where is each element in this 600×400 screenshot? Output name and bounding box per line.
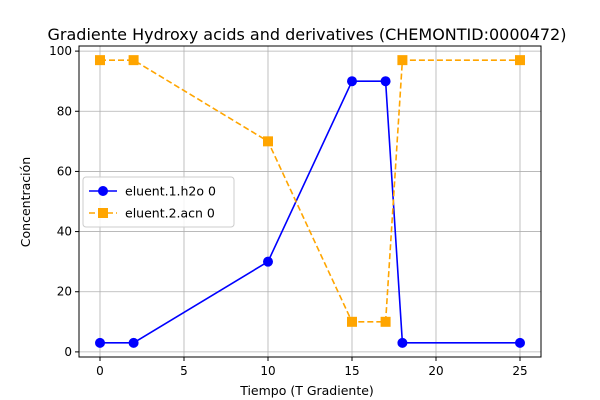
y-tick-label: 80 — [57, 104, 72, 118]
data-point-marker — [263, 136, 273, 147]
legend-swatch-marker — [98, 186, 108, 196]
axis-ticks: 0 5 10 15 20 25 0 20 40 60 80 100 — [49, 44, 528, 378]
data-point-marker — [397, 337, 408, 348]
x-tick-label: 0 — [96, 364, 104, 378]
data-point-marker — [515, 55, 525, 66]
data-point-marker — [347, 316, 357, 327]
y-tick-label: 20 — [57, 285, 72, 299]
data-point-marker — [347, 76, 357, 87]
x-tick-label: 5 — [180, 364, 188, 378]
x-tick-label: 10 — [260, 364, 275, 378]
data-point-marker — [128, 55, 139, 66]
legend-box — [82, 176, 235, 228]
plot-series — [95, 55, 525, 348]
legend: eluent.1.h2o 0 eluent.2.acn 0 — [82, 176, 235, 228]
data-point-marker — [380, 76, 391, 87]
data-point-marker — [263, 256, 273, 267]
y-tick-label: 40 — [57, 225, 72, 239]
y-tick-label: 100 — [49, 44, 72, 58]
data-point-marker — [397, 55, 408, 66]
data-point-marker — [128, 337, 139, 348]
plot-frame — [78, 45, 542, 358]
data-point-marker — [515, 337, 525, 348]
data-point-marker — [95, 337, 105, 348]
chart-title: Gradiente Hydroxy acids and derivatives … — [48, 25, 567, 44]
series-solid — [95, 76, 525, 348]
series-dashed — [95, 55, 525, 327]
y-axis-label: Concentración — [18, 157, 33, 247]
data-point-marker — [380, 316, 391, 327]
legend-swatch-marker — [98, 208, 108, 218]
x-tick-label: 20 — [428, 364, 443, 378]
y-tick-label: 0 — [64, 345, 72, 359]
legend-entry-label: eluent.1.h2o 0 — [125, 184, 216, 199]
legend-entry-label: eluent.2.acn 0 — [125, 206, 215, 221]
x-tick-label: 25 — [512, 364, 527, 378]
y-tick-label: 60 — [57, 164, 72, 178]
data-point-marker — [95, 55, 105, 66]
x-tick-label: 15 — [344, 364, 359, 378]
x-axis-label: Tiempo (T Gradiente) — [239, 383, 374, 398]
